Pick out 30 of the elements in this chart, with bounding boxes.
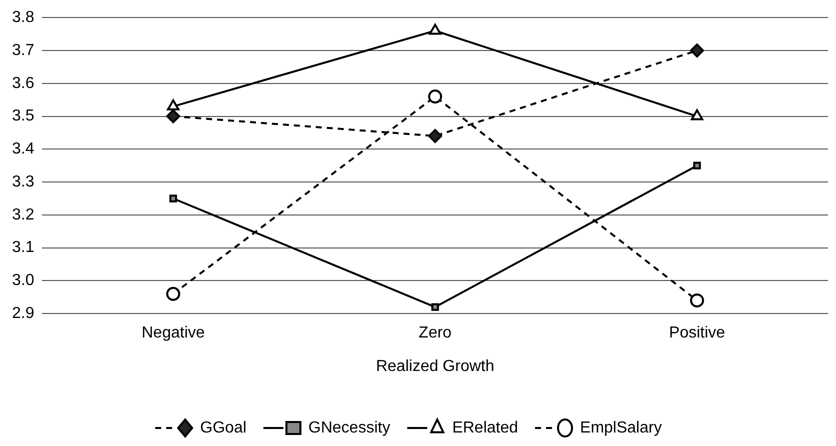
point (690, 293, 704, 308)
point (693, 162, 701, 170)
legend-label: GNecessity (308, 419, 390, 436)
y-tick-label: 3.4 (12, 140, 34, 158)
y-tick-label: 3.2 (12, 206, 34, 224)
legend-label: GGoal (200, 419, 246, 436)
y-tick-label: 3.6 (12, 74, 34, 92)
x-tick-label: Zero (418, 324, 452, 342)
x-axis-title: Realized Growth (376, 358, 494, 375)
y-tick-label: 3.8 (12, 9, 34, 26)
y-tick-label: 3.7 (12, 42, 34, 59)
y-tick-label: 3.5 (12, 108, 34, 125)
legend-label: ERelated (452, 419, 518, 436)
point (166, 286, 180, 301)
y-tick-label: 2.9 (12, 305, 34, 322)
x-tick-label: Positive (669, 324, 726, 342)
x-tick-label: Negative (142, 324, 205, 342)
point (428, 90, 442, 104)
point (690, 109, 704, 120)
point (428, 24, 442, 35)
legend-label: EmplSalary (580, 419, 662, 436)
point (167, 99, 180, 110)
y-tick-label: 3.0 (12, 272, 34, 290)
point (690, 43, 704, 58)
point (166, 109, 180, 124)
point (428, 129, 442, 143)
y-tick-label: 3.1 (12, 239, 34, 256)
point (169, 194, 178, 202)
point (431, 303, 439, 311)
y-tick-label: 3.3 (12, 173, 34, 190)
